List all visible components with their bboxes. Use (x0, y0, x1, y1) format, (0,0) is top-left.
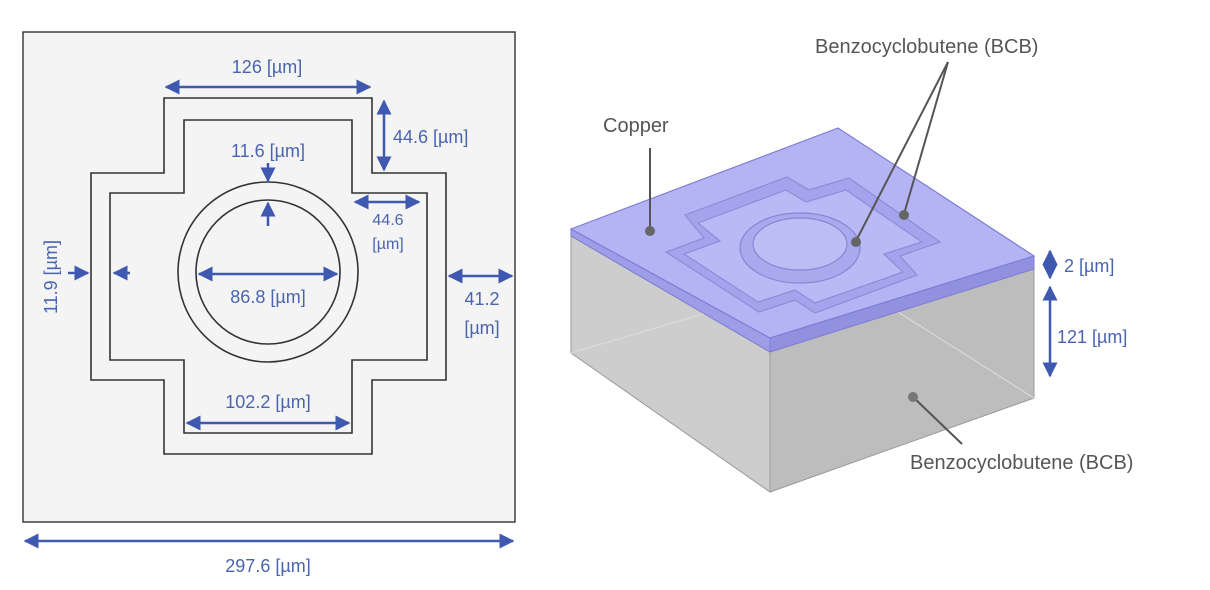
iso-view-panel: Copper Benzocyclobutene (BCB) Benzocyclo… (569, 36, 1133, 493)
outer-cross-outline (90, 97, 447, 455)
dim-side-arm-depth-1: 44.6 (372, 212, 403, 229)
top-view-frame (22, 31, 516, 523)
dim-side-arm-depth-2: [µm] (372, 236, 403, 253)
dim-cross-arm-height: 44.6 [µm] (393, 127, 468, 147)
label-bcb-bottom: Benzocyclobutene (BCB) (910, 452, 1133, 474)
leader-lines (649, 61, 963, 445)
inner-ring (195, 199, 341, 345)
label-copper: Copper (603, 115, 669, 137)
dim-total-width: 297.6 [µm] (225, 556, 310, 576)
ring-inner (752, 217, 848, 271)
dim-right-margin-2: [µm] (464, 318, 499, 338)
dim-ring-gap: 11.6 [µm] (231, 141, 305, 161)
label-bcb-top: Benzocyclobutene (BCB) (815, 36, 1038, 58)
inner-cross-outline (109, 119, 428, 434)
dim-substrate-thickness: 121 [µm] (1057, 327, 1127, 347)
dim-cross-bottom-width: 102.2 [µm] (225, 392, 310, 412)
bcb-top-leader-dot-2 (851, 237, 861, 247)
dim-left-gap: 11.9 [µm] (41, 240, 61, 314)
dim-ring-inner-diameter: 86.8 [µm] (230, 287, 305, 307)
dim-copper-thickness: 2 [µm] (1064, 256, 1114, 276)
dim-right-margin-1: 41.2 (464, 289, 499, 309)
top-view-panel: 126 [µm] 44.6 [µm] 11.6 [µm] 44.6 [µm] 1… (22, 31, 516, 576)
bcb-top-leader-dot-1 (899, 210, 909, 220)
dim-cross-top-width: 126 [µm] (232, 57, 302, 77)
bcb-bottom-leader-dot (908, 392, 918, 402)
copper-leader-dot (645, 226, 655, 236)
